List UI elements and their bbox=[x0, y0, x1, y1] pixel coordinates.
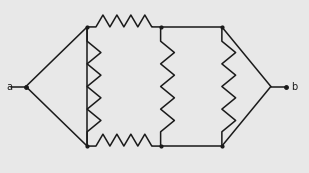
Text: a: a bbox=[6, 81, 12, 92]
Text: b: b bbox=[291, 81, 297, 92]
